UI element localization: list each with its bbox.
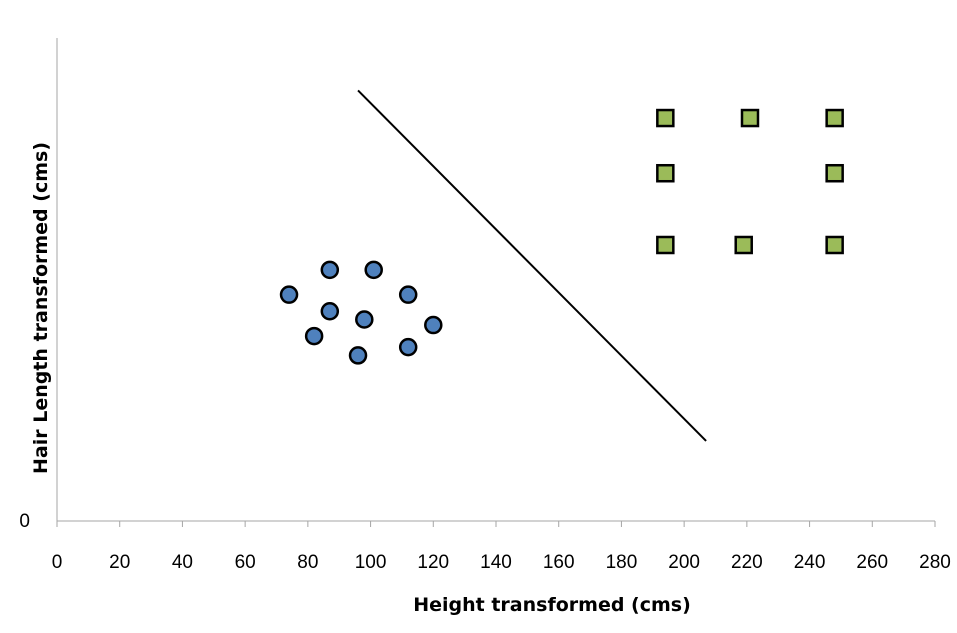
square-point [656,163,675,183]
x-axis-tick-label: 0 [52,552,63,573]
circle-point [304,326,324,346]
x-axis-tick-label: 20 [109,552,130,573]
x-axis-tick-label: 40 [172,552,193,573]
x-axis-tick-label: 180 [606,552,638,573]
circle-point [398,337,418,357]
data-points [279,108,844,365]
x-axis-tick-label: 80 [297,552,318,573]
x-axis-tick-label: 200 [668,552,700,573]
circle-point [279,285,299,304]
x-axis-tick-label: 220 [731,552,763,573]
square-point [740,108,760,128]
x-axis-tick-label: 280 [919,552,951,573]
square-point [734,235,753,255]
circle-point [398,285,418,304]
axes: 0 20 40 60 80 100 120 140 160 180 200 220 240 260 280 … [19,38,951,573]
y-axis-tick-labels: 0 [19,511,30,532]
circle-point [320,301,340,321]
square-point [656,108,675,128]
x-axis-title: Height transformed (cms) [413,594,691,616]
circle-point [355,310,374,329]
y-axis-title: Hair Length transformed (cms) [30,142,52,474]
circle-point [364,260,383,280]
y-axis-tick-label: 0 [19,511,30,532]
x-axis-tick-label: 160 [543,552,575,573]
square-point [825,163,844,183]
circle-point [320,260,340,280]
square-point [656,235,675,255]
x-axis-tick-label: 140 [480,552,512,573]
x-axis-tick-label: 60 [235,552,256,573]
square-point [825,108,844,128]
circle-point [348,346,368,365]
separator-line-group [357,89,707,442]
x-axis-tick-label: 260 [856,552,888,573]
circle-point [424,315,443,335]
x-axis-tick-label: 240 [794,552,826,573]
x-axis-tick-labels: 0 20 40 60 80 100 120 140 160 180 200 220 240 260 280 [52,552,951,573]
separator-line [357,89,707,442]
x-axis-tick-label: 100 [355,552,387,573]
x-axis-ticks [56,521,936,527]
x-axis-tick-label: 120 [417,552,449,573]
square-point [825,235,844,255]
